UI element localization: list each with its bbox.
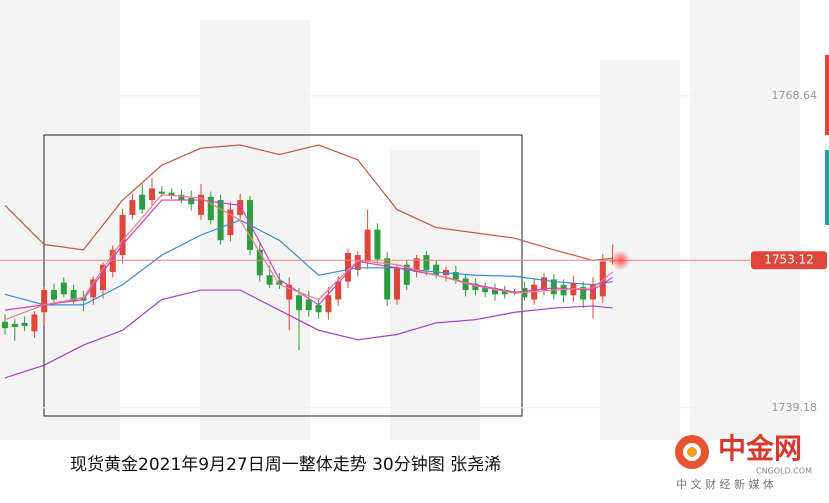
side-tab	[825, 150, 829, 225]
candle-body	[354, 255, 361, 270]
last-price-box	[751, 251, 827, 270]
candle-body	[60, 282, 67, 295]
background-buildings	[0, 0, 800, 440]
candle-body	[550, 279, 557, 295]
candle-body	[296, 295, 302, 311]
candle-body	[168, 192, 175, 196]
brand-url: CNGOLD.COM	[756, 467, 812, 476]
candle-body	[599, 261, 606, 297]
overlay-line	[4, 289, 613, 379]
candle-body	[109, 249, 116, 273]
candle-body	[305, 299, 312, 311]
candle-body	[119, 214, 126, 256]
candle-body	[11, 323, 18, 328]
candle-body	[276, 280, 283, 285]
candle-body	[2, 321, 8, 329]
overlay-line	[4, 219, 613, 306]
candle-body	[70, 290, 77, 302]
overlay-line	[4, 194, 613, 321]
highlight-box	[43, 134, 523, 417]
candle-body	[178, 194, 185, 201]
candle-body	[482, 286, 489, 293]
candle-body	[345, 252, 351, 282]
candle-body	[452, 272, 459, 280]
candle-body	[198, 194, 204, 215]
candle-body	[541, 277, 547, 291]
candle-body	[492, 287, 498, 295]
candle-body	[403, 264, 410, 285]
candle-body	[149, 188, 155, 201]
overlay-line	[4, 144, 613, 262]
logo: 中金网 CNGOLD.COM 中 文 财 经 新 媒 体	[675, 432, 812, 491]
brand: 中金网	[718, 432, 802, 465]
last-price-label: 1753.12	[764, 253, 814, 267]
candle-body	[374, 229, 381, 260]
candle-body	[364, 229, 371, 262]
candle-body	[413, 258, 420, 273]
candle-body	[501, 290, 508, 295]
candle-body	[51, 290, 57, 300]
caption: 现货黄金2021年9月27日周一整体走势 30分钟图 张尧浠	[70, 455, 501, 475]
y-tick-label: 1768.64	[772, 89, 818, 102]
candle-body	[227, 209, 234, 235]
logo-icon	[687, 447, 697, 457]
candle-body	[462, 278, 469, 291]
side-tab	[825, 55, 829, 135]
candle-body	[31, 314, 38, 332]
candle-body	[423, 255, 430, 270]
candle-body	[433, 264, 440, 276]
candle-body	[41, 290, 48, 313]
candle-body	[315, 304, 322, 313]
candle-body	[21, 322, 28, 327]
candle-body	[472, 283, 479, 291]
candle-body	[266, 275, 273, 285]
plot: 1768.64 1739.18 1753.12	[0, 89, 827, 414]
y-tick-label: 1739.18	[772, 401, 818, 414]
candle-body	[580, 286, 587, 300]
candle-body	[384, 258, 391, 300]
candle-body	[139, 194, 146, 210]
candle-body	[100, 264, 106, 291]
candle-body	[335, 281, 342, 300]
candle-body	[325, 295, 332, 313]
candle-body	[237, 200, 244, 215]
candle-body	[207, 196, 214, 221]
candle-body	[129, 200, 136, 215]
candle-body	[217, 200, 224, 241]
candle-body	[286, 284, 293, 300]
candle-body	[188, 197, 195, 205]
last-price-glow	[610, 250, 631, 271]
candle-body	[256, 249, 263, 276]
candle-body	[90, 279, 97, 298]
overlay-line	[4, 199, 613, 311]
candle-body	[394, 267, 400, 300]
candle-body	[590, 284, 596, 300]
brand-slogan: 中 文 财 经 新 媒 体	[676, 477, 774, 491]
candle-body	[158, 191, 165, 194]
